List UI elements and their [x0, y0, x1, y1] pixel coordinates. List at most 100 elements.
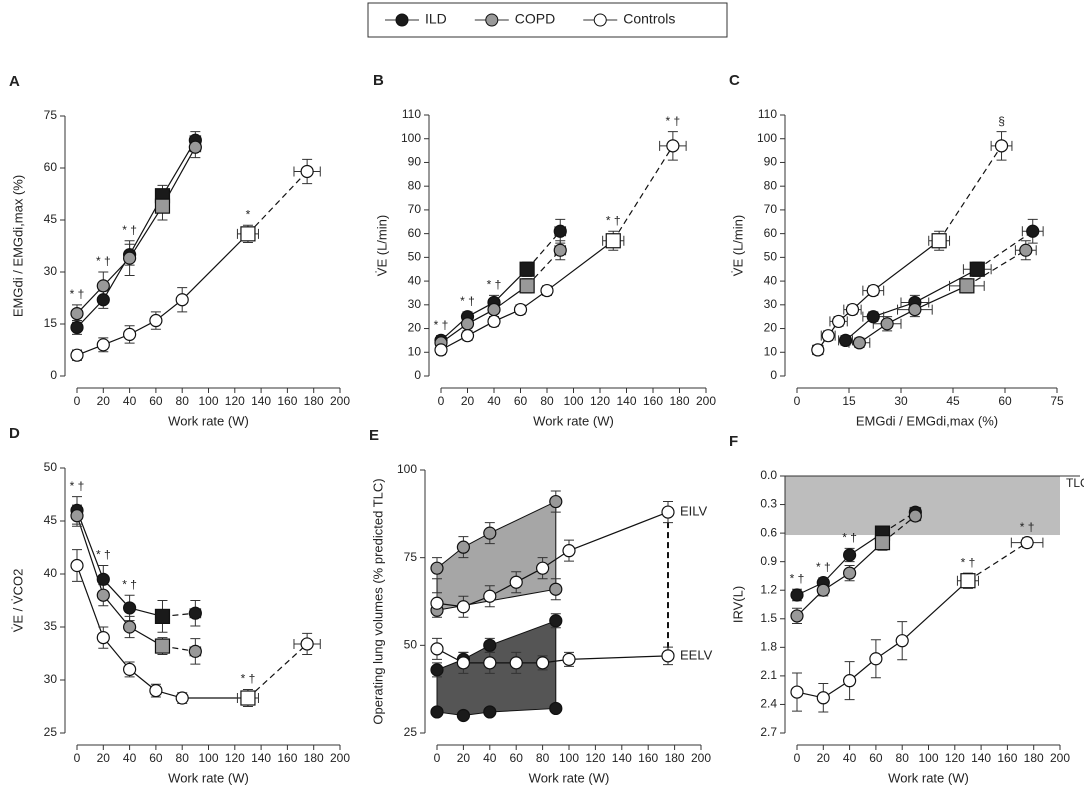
- x-tick-label: 140: [612, 751, 632, 765]
- y-tick-label: 15: [44, 316, 58, 330]
- circle-marker: [483, 705, 497, 719]
- series-segment: [967, 542, 1028, 582]
- significance-label: * †: [434, 318, 449, 332]
- circle-marker: [842, 566, 857, 580]
- circle-marker: [509, 575, 523, 589]
- circle-marker: [838, 333, 853, 348]
- circle-marker: [513, 302, 528, 317]
- circle-marker: [866, 283, 880, 298]
- series-segment: [129, 205, 163, 259]
- circle-marker: [535, 656, 550, 670]
- circle-marker: [908, 509, 922, 523]
- square-marker: [960, 573, 976, 589]
- circle-marker: [487, 314, 501, 329]
- x-tick-label: 100: [198, 394, 218, 408]
- y-tick-label: 2.1: [760, 668, 777, 682]
- circle-marker: [430, 705, 444, 719]
- y-tick-label: 0.3: [760, 497, 777, 511]
- y-tick-label: 40: [764, 273, 778, 287]
- y-tick-label: 40: [408, 273, 422, 287]
- band-label: TLC: [1066, 476, 1084, 490]
- circle-marker: [562, 544, 576, 558]
- y-tick-label: 90: [408, 155, 422, 169]
- panel-label: F: [729, 433, 738, 450]
- x-tick-label: 80: [176, 751, 190, 765]
- x-tick-label: 120: [590, 394, 610, 408]
- y-axis-title: V̇E (L/min): [374, 215, 389, 276]
- panel-label: E: [369, 427, 379, 444]
- panel: C 0 10 20 30 40 50 60 70 80 90 100 110 0 15 30 45 60 75 EMG…: [729, 72, 1064, 428]
- y-tick-label: 1.8: [760, 640, 777, 654]
- x-tick-label: 80: [176, 394, 190, 408]
- circle-marker: [70, 307, 84, 321]
- circle-marker: [430, 642, 444, 656]
- x-tick-label: 80: [540, 394, 554, 408]
- tlc-band: [785, 476, 1060, 536]
- circle-marker: [549, 494, 563, 509]
- x-tick-label: 200: [330, 751, 350, 765]
- square-marker: [969, 261, 985, 277]
- circle-marker: [430, 561, 444, 575]
- circle-marker: [149, 683, 163, 698]
- series-segment: [526, 230, 561, 270]
- x-tick-label: 100: [198, 751, 218, 765]
- circle-marker: [456, 600, 470, 614]
- y-tick-label: 100: [757, 131, 777, 145]
- x-tick-label: 80: [536, 751, 550, 765]
- panel-label: D: [9, 425, 20, 442]
- y-tick-label: 20: [764, 321, 778, 335]
- y-tick-label: 25: [44, 725, 58, 739]
- circle-marker: [175, 691, 189, 705]
- series-segment: [247, 643, 308, 699]
- x-tick-label: 160: [638, 751, 658, 765]
- circle-marker: [1019, 243, 1033, 257]
- x-tick-label: 30: [894, 394, 908, 408]
- y-tick-label: 0.0: [760, 468, 777, 482]
- circle-marker: [1026, 224, 1040, 238]
- series-segment: [102, 637, 131, 670]
- y-tick-label: 75: [404, 550, 418, 564]
- series-segment: [938, 145, 1003, 242]
- circle-marker: [483, 526, 497, 540]
- circle-marker: [430, 663, 444, 677]
- x-tick-label: 140: [251, 751, 271, 765]
- x-tick-label: 20: [97, 751, 111, 765]
- circle-marker: [70, 348, 84, 362]
- panel: E 25 50 75 100 0 20 40 60 80 100 120 140 160 180 200 Wor…: [369, 427, 713, 785]
- circle-marker: [188, 140, 202, 154]
- series-segment: [901, 580, 969, 642]
- x-tick-label: 120: [585, 751, 605, 765]
- square-marker: [959, 278, 975, 294]
- circle-marker: [845, 302, 860, 317]
- circle-marker: [456, 656, 470, 670]
- circle-marker: [1020, 536, 1034, 550]
- y-tick-label: 50: [404, 638, 418, 652]
- circle-marker: [149, 313, 163, 328]
- y-tick-label: 35: [44, 619, 58, 633]
- y-tick-label: 60: [764, 226, 778, 240]
- y-axis-title: V̇E / V̇CO2: [10, 569, 25, 633]
- x-tick-label: 40: [123, 751, 137, 765]
- circle-marker: [96, 572, 110, 586]
- x-tick-label: 140: [971, 751, 991, 765]
- series-segment: [568, 655, 669, 660]
- x-tick-label: 180: [669, 394, 689, 408]
- x-tick-label: 120: [225, 394, 245, 408]
- circle-marker: [540, 283, 554, 298]
- circle-marker: [816, 583, 830, 597]
- y-tick-label: 30: [408, 297, 422, 311]
- x-tick-label: 60: [149, 751, 163, 765]
- circle-marker: [430, 596, 444, 610]
- x-tick-label: 20: [457, 751, 471, 765]
- y-tick-label: 100: [401, 131, 421, 145]
- x-tick-label: 0: [74, 394, 81, 408]
- y-tick-label: 20: [408, 321, 422, 335]
- panel: F TLC 0.0 0.3 0.6 0.9 1.2 1.5 1.8 2.1 2.4 2.7 0 20 40 6…: [729, 433, 1084, 785]
- x-tick-label: 160: [643, 394, 663, 408]
- volume-area: [436, 500, 557, 611]
- square-marker: [240, 690, 256, 706]
- circle-marker: [123, 327, 137, 341]
- circle-marker: [460, 329, 475, 343]
- x-tick-label: 15: [842, 394, 856, 408]
- y-tick-label: 60: [408, 226, 422, 240]
